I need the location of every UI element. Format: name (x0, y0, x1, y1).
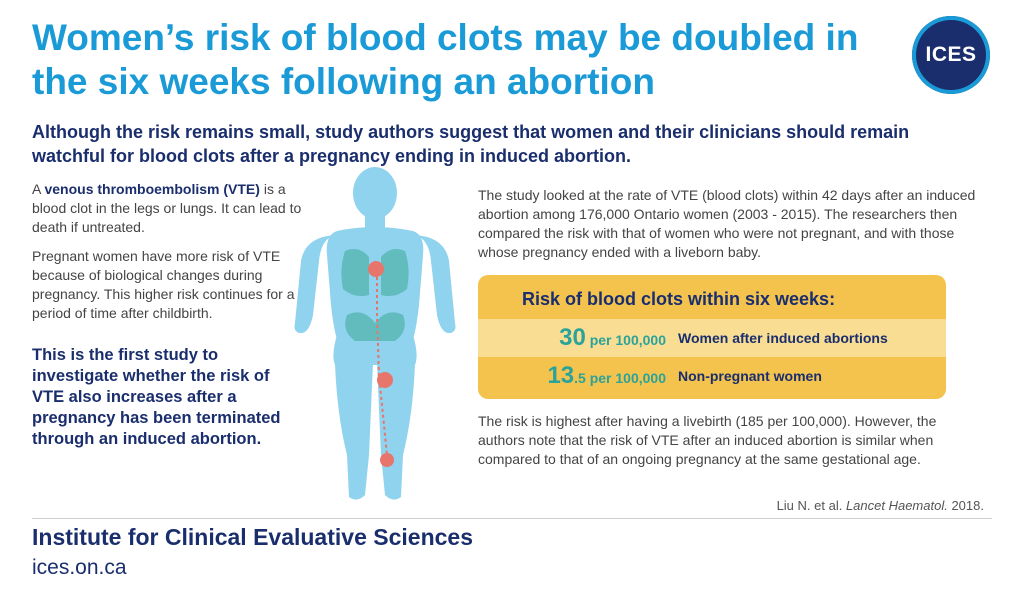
risk-value: 13.5 per 100,000 (547, 362, 666, 389)
human-body-illustration (294, 167, 456, 500)
body-left-arm (294, 235, 335, 334)
pelvic-bones (345, 312, 405, 341)
right-lung (381, 249, 409, 297)
organization-name: Institute for Clinical Evaluative Scienc… (32, 524, 473, 550)
risk-value: 30 per 100,000 (559, 324, 666, 351)
study-description: The study looked at the rate of VTE (blo… (478, 187, 976, 260)
journal-name: Lancet Haematol. (845, 498, 948, 513)
left-lung (341, 249, 369, 297)
risk-row-nonpregnant: 13.5 per 100,000 Non-pregnant women (478, 357, 946, 395)
body-neck (365, 213, 385, 231)
risk-box-title: Risk of blood clots within six weeks: (522, 289, 836, 309)
clot-thigh (377, 372, 393, 388)
organization-url: ices.on.ca (32, 556, 127, 579)
body-right-arm (415, 235, 456, 334)
risk-label: Women after induced abortions (678, 330, 888, 346)
first-study-callout: This is the first study to investigate w… (32, 346, 281, 448)
clot-lung (368, 261, 384, 277)
page-title: Women’s risk of blood clots may be doubl… (32, 17, 859, 102)
logo-text: ICES (925, 43, 977, 66)
vte-term: venous thromboembolism (VTE) (44, 181, 260, 197)
vte-definition: A venous thromboembolism (VTE) is a bloo… (32, 181, 302, 235)
footer-divider (32, 518, 992, 519)
vein-path (376, 265, 388, 456)
body-pelvis (333, 335, 417, 365)
risk-box: Risk of blood clots within six weeks: 30… (478, 275, 946, 399)
risk-row-abortion: 30 per 100,000 Women after induced abort… (478, 319, 946, 357)
page-subtitle: Although the risk remains small, study a… (32, 122, 910, 166)
body-left-leg (335, 363, 373, 500)
risk-note: The risk is highest after having a liveb… (478, 413, 937, 467)
clot-calf (380, 453, 394, 467)
body-head (353, 167, 397, 219)
left-column: A venous thromboembolism (VTE) is a bloo… (32, 180, 302, 460)
ices-logo: ICES (912, 16, 990, 94)
risk-label: Non-pregnant women (678, 368, 822, 384)
citation: Liu N. et al. Lancet Haematol. 2018. (776, 498, 984, 513)
pregnancy-risk-text: Pregnant women have more risk of VTE bec… (32, 248, 295, 321)
